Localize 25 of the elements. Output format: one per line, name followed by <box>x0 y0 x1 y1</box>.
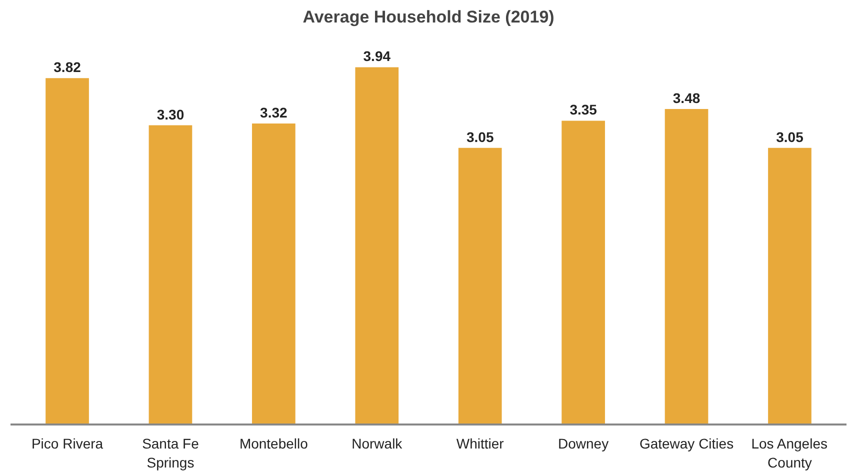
bar <box>458 148 502 424</box>
x-tick-label: Montebello <box>239 436 308 452</box>
data-label: 3.48 <box>672 90 700 106</box>
bar <box>768 148 812 424</box>
bar <box>148 125 192 424</box>
data-label: 3.05 <box>776 128 804 145</box>
x-tick-label: Santa Fe Springs <box>142 436 200 471</box>
data-label: 3.05 <box>466 128 494 145</box>
data-label: 3.30 <box>156 106 184 122</box>
bar <box>252 123 296 424</box>
x-tick-label: Downey <box>558 436 609 452</box>
x-tick-label: Whittier <box>456 436 504 452</box>
data-label: 3.82 <box>54 59 82 76</box>
bar <box>562 120 605 424</box>
data-label: 3.35 <box>570 102 598 118</box>
bar <box>46 78 89 424</box>
x-tick-label: Pico Rivera <box>31 436 104 452</box>
data-label: 3.94 <box>363 48 391 64</box>
chart-title: Average Household Size (2019) <box>302 8 554 26</box>
x-tick-label: Norwalk <box>352 436 404 452</box>
data-label: 3.32 <box>260 104 288 120</box>
bar <box>355 67 399 424</box>
x-tick-label: Los Angeles County <box>751 436 828 471</box>
bar <box>664 108 708 424</box>
x-tick-label: Gateway Cities <box>639 436 734 452</box>
